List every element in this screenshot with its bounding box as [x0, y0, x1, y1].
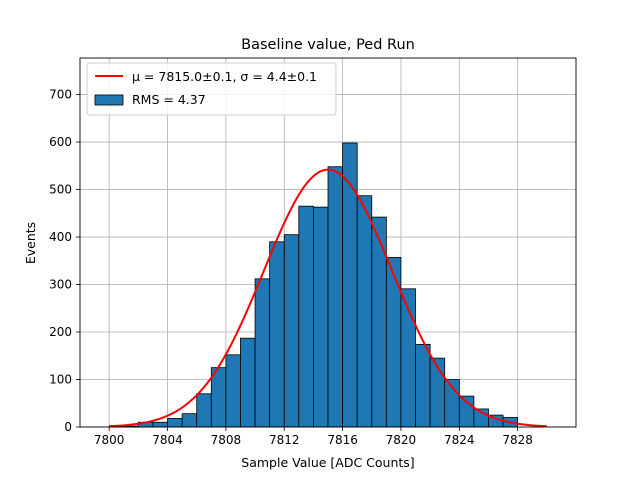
x-tick-label: 7824: [444, 433, 475, 447]
histogram-bar: [240, 337, 256, 428]
histogram-bar: [225, 354, 241, 428]
legend-histogram-swatch: [94, 94, 124, 106]
y-tick-label: 500: [49, 183, 72, 197]
histogram-bar: [327, 166, 343, 428]
axes-frame: [79, 57, 577, 428]
y-tick-label: 700: [49, 88, 72, 102]
legend-fit-label: μ = 7815.0±0.1, σ = 4.4±0.1: [132, 69, 317, 84]
x-tick-label: 7804: [152, 433, 183, 447]
y-tick-label: 600: [49, 135, 72, 149]
histogram-bar: [415, 343, 431, 428]
y-tick-label: 400: [49, 230, 72, 244]
gaussian-fit-line: [109, 168, 547, 428]
legend-fit-sigma: σ = 4.4±0.1: [240, 69, 317, 84]
histogram-bar: [385, 257, 402, 428]
x-tick-label: 7808: [211, 433, 242, 447]
histogram-bar: [167, 418, 183, 428]
y-tick-label: 200: [49, 325, 72, 339]
y-tick-label: 0: [64, 420, 72, 434]
legend-fit-mu: μ = 7815.0±0.1,: [132, 69, 240, 84]
histogram-bar: [313, 206, 329, 428]
y-tick-label: 300: [49, 278, 72, 292]
legend-box: [86, 62, 337, 116]
x-tick-label: 7800: [94, 433, 125, 447]
x-tick-label: 7820: [386, 433, 417, 447]
x-tick-label: 7828: [502, 433, 533, 447]
histogram-bar: [210, 367, 227, 428]
legend: μ = 7815.0±0.1, σ = 4.4±0.1 RMS = 4.37: [86, 62, 337, 116]
x-tick-label: 7812: [269, 433, 300, 447]
histogram-bar: [298, 205, 314, 428]
histogram-bar: [371, 216, 387, 428]
y-tick-label: 100: [49, 373, 72, 387]
x-axis-ticks: 7800 7804 7808 7812 7816 7820 7824 7828: [94, 427, 533, 447]
chart-title: Baseline value, Ped Run: [241, 37, 415, 53]
histogram-bar: [181, 413, 198, 428]
y-axis-ticks: 0 100 200 300 400 500 600 700: [49, 88, 80, 434]
histogram-bar: [356, 195, 373, 428]
y-axis-label: Events: [23, 222, 38, 264]
fit-curve-layer: [109, 168, 547, 428]
x-axis-label: Sample Value [ADC Counts]: [241, 455, 414, 470]
histogram-bar: [254, 278, 271, 428]
histogram-bars: [108, 142, 519, 428]
histogram-bar: [196, 393, 212, 428]
histogram-bar: [152, 421, 168, 428]
histogram-bar: [283, 234, 300, 428]
legend-histogram-label: RMS = 4.37: [132, 92, 206, 107]
x-tick-label: 7816: [327, 433, 358, 447]
histogram-bar: [269, 241, 285, 428]
